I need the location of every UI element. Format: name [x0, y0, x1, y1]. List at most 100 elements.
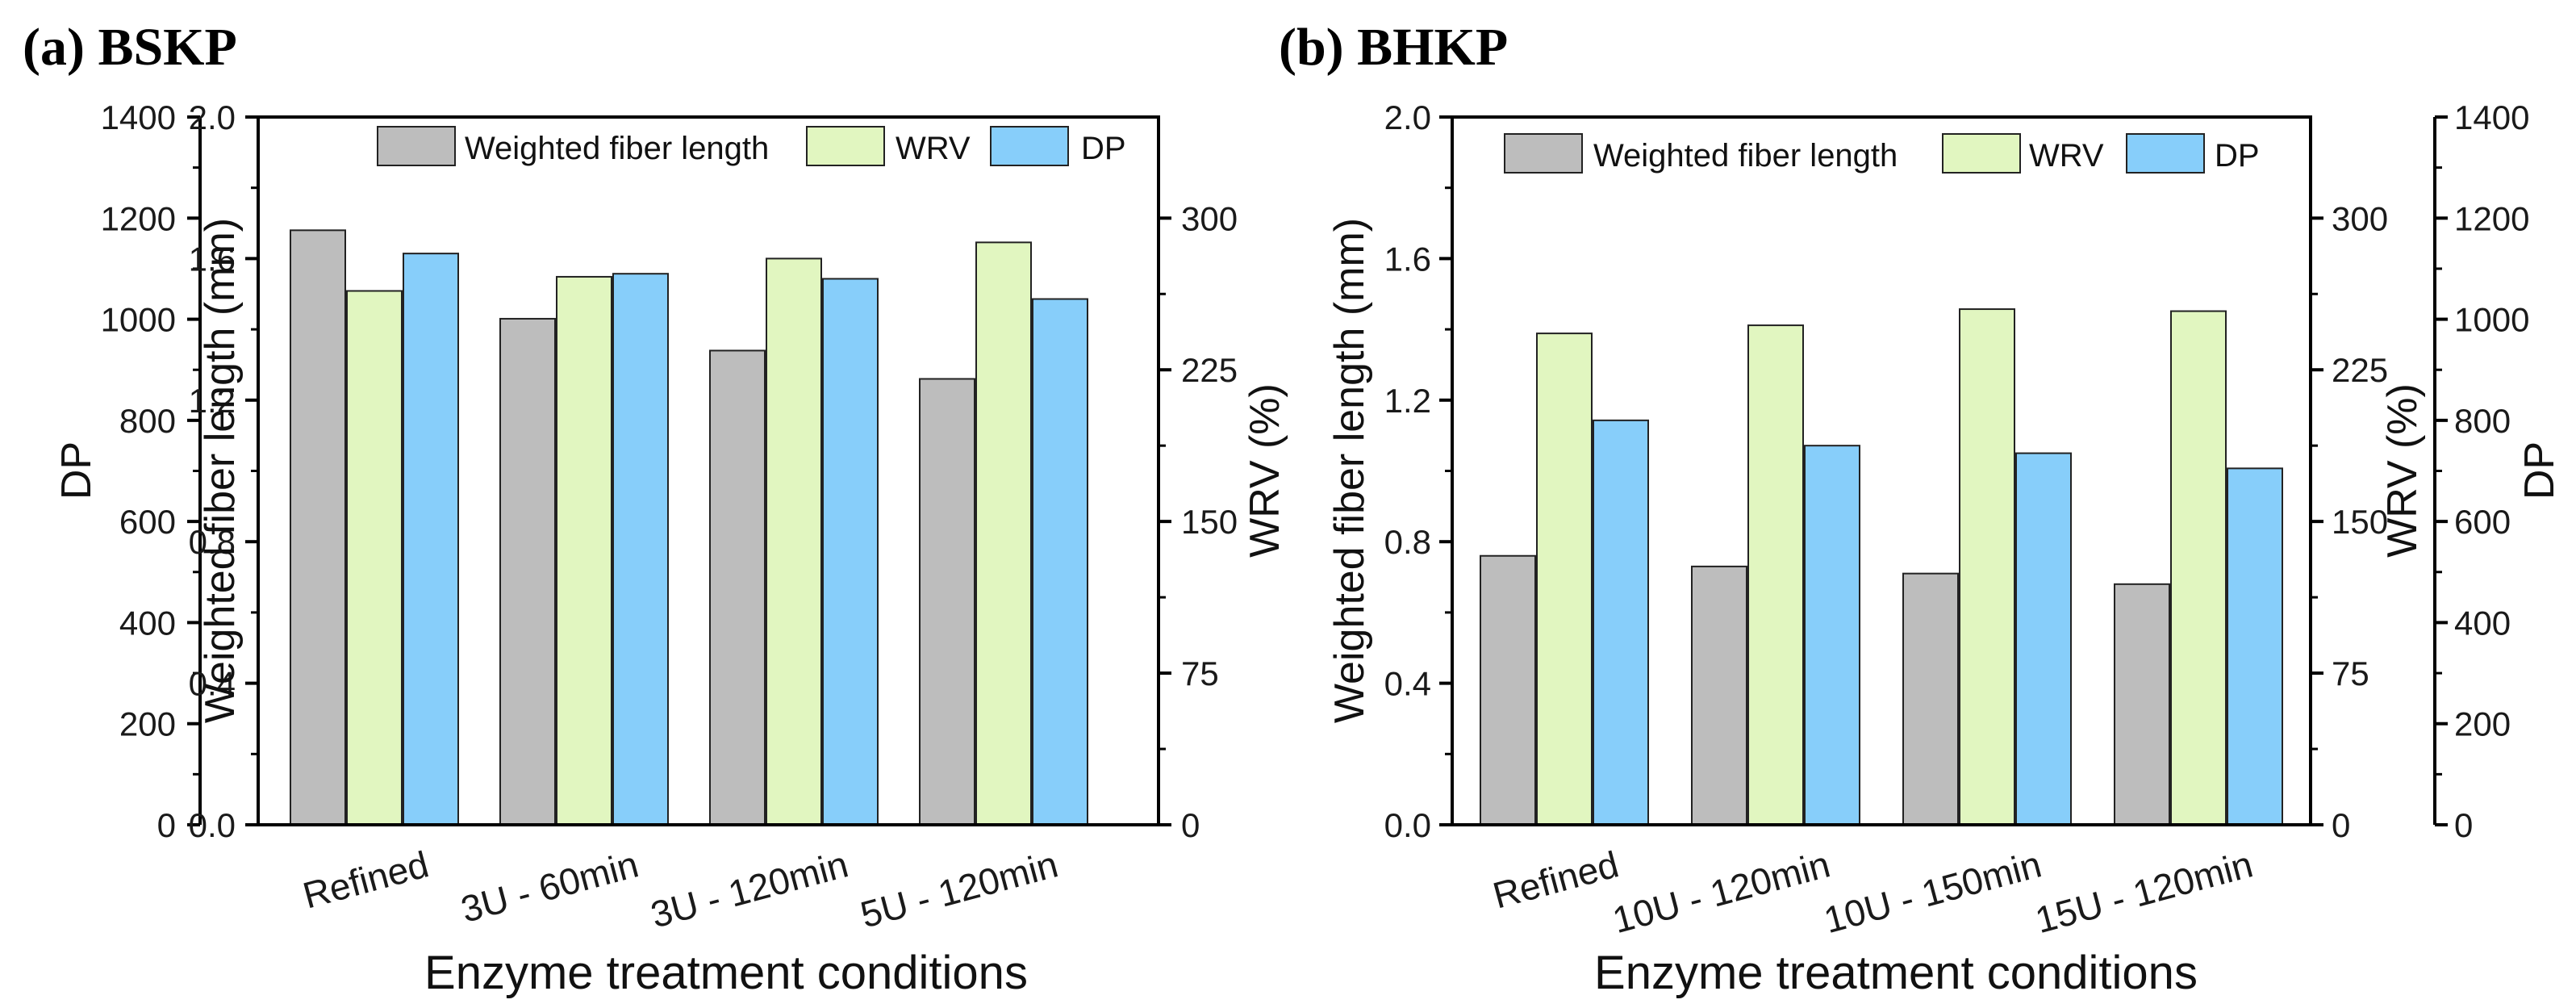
panel-b-dp-tick-label: 1400 [2454, 98, 2529, 136]
panel-a-fiber-tick-label: 0.0 [189, 806, 236, 844]
legend-swatch-dp [990, 126, 1069, 166]
panel-a-wrv-tick-label: 300 [1181, 199, 1238, 237]
legend-swatch-wrv [806, 126, 885, 166]
panel-a-wrv-axis-title: WRV (%) [1242, 383, 1288, 558]
panel-b-wrv-tick-label: 150 [2332, 503, 2388, 541]
panel-b-bars [1480, 308, 2283, 826]
panel-b-fiber-tick-label: 1.6 [1384, 240, 1431, 278]
panel-a-category-label: 3U - 60min [457, 843, 643, 930]
panel-b-bar-fiber-3 [2114, 583, 2170, 826]
panel-a-x-axis-title: Enzyme treatment conditions [424, 947, 1028, 999]
panel-a-bar-fiber-2 [709, 349, 766, 826]
panel-a-fiber-tick-label: 1.6 [189, 240, 236, 278]
legend-label-dp: DP [1081, 131, 1126, 166]
panel-a-dp-tick-label: 1200 [101, 199, 176, 237]
panel-b-category-label: Refined [1488, 843, 1623, 916]
panel-b-dp-tick-label: 0 [2454, 806, 2473, 844]
panel-b-dp-tick-label: 800 [2454, 402, 2511, 440]
panel-a-dp-tick-label: 1000 [101, 301, 176, 339]
panel-b-dp-tick-label: 1200 [2454, 199, 2529, 237]
panel-a-bar-wrv-3 [975, 241, 1032, 826]
panel-b-category-label: 10U - 120min [1608, 843, 1834, 941]
panel-a-bar-dp-2 [822, 278, 879, 826]
panel-a-dp-tick-label: 0 [157, 806, 176, 844]
panel-a-dp-axis-title: DP [53, 441, 100, 500]
panel-b-bhkp: (b) BHKP 0.0 0.4 0.8 1.2 1.6 2.0 0 75 150 225 300… [1279, 18, 2563, 999]
panel-a-fiber-tick-label: 0.8 [189, 523, 236, 561]
legend-swatch-fiber [377, 126, 456, 166]
panel-b-bar-dp-3 [2227, 467, 2283, 826]
panel-a-wrv-tick-label: 225 [1181, 351, 1238, 389]
panel-a-category-labels: Refined 3U - 60min 3U - 120min 5U - 120min [299, 843, 1063, 935]
panel-a-category-label: 3U - 120min [646, 843, 852, 935]
legend-label-fiber: Weighted fiber length [465, 131, 769, 166]
panel-b-dp-tick-label: 1000 [2454, 301, 2529, 339]
panel-b-fiber-tick-label: 0.0 [1384, 806, 1431, 844]
panel-a-bar-fiber-3 [919, 378, 975, 826]
panel-b-wrv-tick-label: 75 [2332, 655, 2369, 692]
panel-a-dp-ticks: 0 200 400 600 800 1000 1200 1400 [101, 98, 200, 844]
panel-a-fiber-ticks: 0.0 0.4 0.8 1.2 1.6 2.0 [189, 98, 258, 844]
panel-a-label: (a) BSKP [23, 18, 237, 77]
panel-a-bar-wrv-2 [766, 257, 822, 826]
panel-b-dp-tick-label: 600 [2454, 503, 2511, 541]
panel-b-bar-wrv-2 [1959, 308, 2015, 826]
panel-b-category-label: 15U - 120min [2031, 843, 2257, 941]
panel-a-dp-tick-label: 600 [119, 503, 176, 541]
panel-a-bar-wrv-1 [556, 275, 612, 826]
panel-a-bar-dp-0 [403, 253, 459, 826]
panel-a-fiber-tick-label: 0.4 [189, 665, 236, 703]
panel-b-bar-dp-2 [2015, 452, 2072, 826]
panel-a-category-label: Refined [299, 843, 433, 916]
panel-b-label: (b) BHKP [1279, 18, 1508, 77]
panel-a-dp-tick-label: 1400 [101, 98, 176, 136]
panel-b-dp-axis-title: DP [2516, 441, 2563, 500]
panel-a-dp-tick-label: 200 [119, 705, 176, 743]
panel-b-bar-dp-0 [1593, 419, 1649, 826]
panel-a-bar-dp-1 [612, 273, 669, 826]
panel-a-bar-wrv-0 [346, 290, 403, 826]
legend-swatch-dp [2126, 133, 2205, 174]
panel-a-fiber-axis-title: Weighted fiber length (mm) [197, 218, 244, 723]
panel-b-fiber-tick-label: 1.2 [1384, 382, 1431, 420]
panel-b-fiber-tick-label: 0.4 [1384, 665, 1431, 703]
panel-b-bar-fiber-2 [1902, 572, 1959, 826]
panel-a-dp-tick-label: 400 [119, 604, 176, 642]
panel-b-dp-ticks: 0 200 400 600 800 1000 1200 1400 [2435, 98, 2529, 844]
panel-a-wrv-ticks: 0 75 150 225 300 [1159, 199, 1238, 844]
panel-a-legend: Weighted fiber length WRV DP [377, 126, 1126, 166]
panel-b-wrv-axis-title: WRV (%) [2379, 383, 2426, 558]
panel-b-fiber-axis-title: Weighted fiber length (mm) [1326, 218, 1373, 723]
panel-b-fiber-ticks: 0.0 0.4 0.8 1.2 1.6 2.0 [1384, 98, 1452, 844]
panel-a-wrv-tick-label: 75 [1181, 655, 1219, 692]
panel-b-dp-tick-label: 400 [2454, 604, 2511, 642]
panel-b-wrv-tick-label: 225 [2332, 351, 2388, 389]
panel-a-bars [290, 229, 1088, 826]
panel-a-bar-dp-3 [1032, 298, 1088, 826]
panel-b-x-axis-title: Enzyme treatment conditions [1594, 947, 2198, 999]
legend-swatch-wrv [1942, 133, 2021, 174]
panel-b-fiber-tick-label: 2.0 [1384, 98, 1431, 136]
panel-b-bar-dp-1 [1804, 445, 1860, 826]
panel-a-category-label: 5U - 120min [856, 843, 1062, 935]
panel-b-bar-fiber-1 [1691, 565, 1747, 826]
legend-label-wrv: WRV [2029, 138, 2104, 174]
panel-a-fiber-tick-label: 1.2 [189, 382, 236, 420]
panel-b-category-label: 10U - 150min [1819, 843, 2045, 941]
panel-b-bar-wrv-0 [1536, 333, 1593, 826]
panel-b-bar-fiber-0 [1480, 554, 1536, 826]
panel-b-wrv-ticks: 0 75 150 225 300 [2311, 199, 2388, 844]
panel-a-wrv-tick-label: 0 [1181, 806, 1200, 844]
panel-b-bar-wrv-1 [1747, 324, 1804, 826]
legend-label-wrv: WRV [896, 131, 971, 166]
panel-b-wrv-tick-label: 0 [2332, 806, 2350, 844]
panel-b-dp-tick-label: 200 [2454, 705, 2511, 743]
panel-a-dp-tick-label: 800 [119, 402, 176, 440]
panel-b-legend: Weighted fiber length WRV DP [1504, 133, 2260, 174]
panel-a-bar-fiber-0 [290, 229, 346, 826]
legend-label-fiber: Weighted fiber length [1593, 138, 1898, 174]
legend-label-dp: DP [2215, 138, 2260, 174]
panel-b-wrv-tick-label: 300 [2332, 199, 2388, 237]
legend-swatch-fiber [1504, 133, 1583, 174]
